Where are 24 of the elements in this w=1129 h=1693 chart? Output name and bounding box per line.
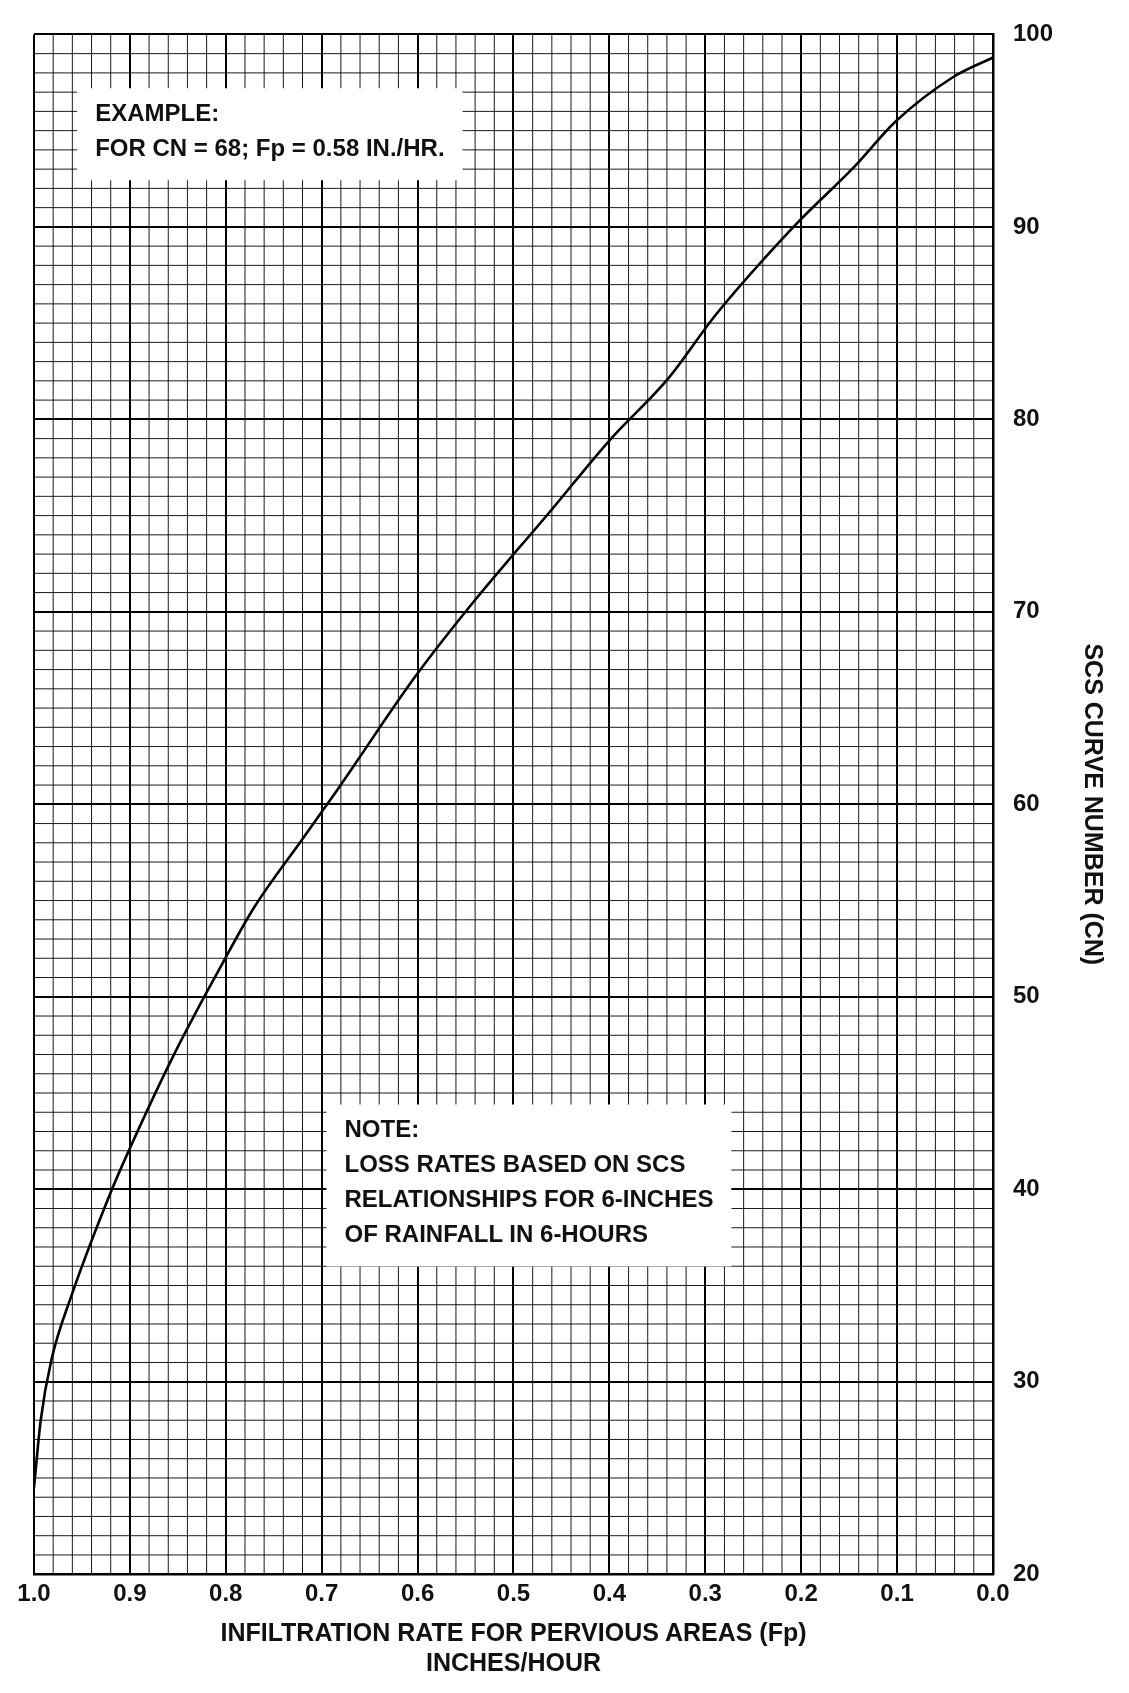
y-tick-label: 30 <box>1012 1366 1040 1394</box>
y-tick-label: 40 <box>1012 1173 1040 1201</box>
y-tick-label: 60 <box>1012 788 1040 816</box>
x-tick-label: 0.2 <box>784 1579 818 1607</box>
x-tick-label: 0.8 <box>209 1579 243 1607</box>
x-tick-label: 0.4 <box>592 1579 627 1607</box>
y-tick-label: 50 <box>1012 981 1040 1009</box>
x-tick-label: 0.5 <box>496 1579 531 1607</box>
y-tick-label: 100 <box>1012 19 1053 47</box>
annotation: NOTE: LOSS RATES BASED ON SCS RELATIONSHIPS FOR 6-INCHES OF RAINFALL IN 6-HOURS <box>344 1115 714 1248</box>
x-tick-label: 0.7 <box>305 1579 339 1607</box>
y-axis-title: SCS CURVE NUMBER (CN) <box>1080 643 1109 966</box>
y-tick-label: 90 <box>1012 211 1040 239</box>
y-tick-label: 20 <box>1012 1558 1040 1586</box>
x-tick-label: 0.1 <box>880 1579 914 1607</box>
x-tick-label: 0.3 <box>688 1579 722 1607</box>
y-tick-label: 70 <box>1012 596 1040 624</box>
x-tick-label: 0.9 <box>113 1579 147 1607</box>
x-axis-title: INFILTRATION RATE FOR PERVIOUS AREAS (Fp) INCHES/HOUR <box>220 1617 807 1676</box>
annotation: EXAMPLE: FOR CN = 68; Fp = 0.58 IN./HR. <box>95 98 445 161</box>
y-tick-label: 80 <box>1012 403 1040 431</box>
x-tick-label: 0.0 <box>976 1579 1010 1607</box>
x-tick-label: 0.6 <box>400 1579 435 1607</box>
x-tick-label: 1.0 <box>17 1579 51 1607</box>
